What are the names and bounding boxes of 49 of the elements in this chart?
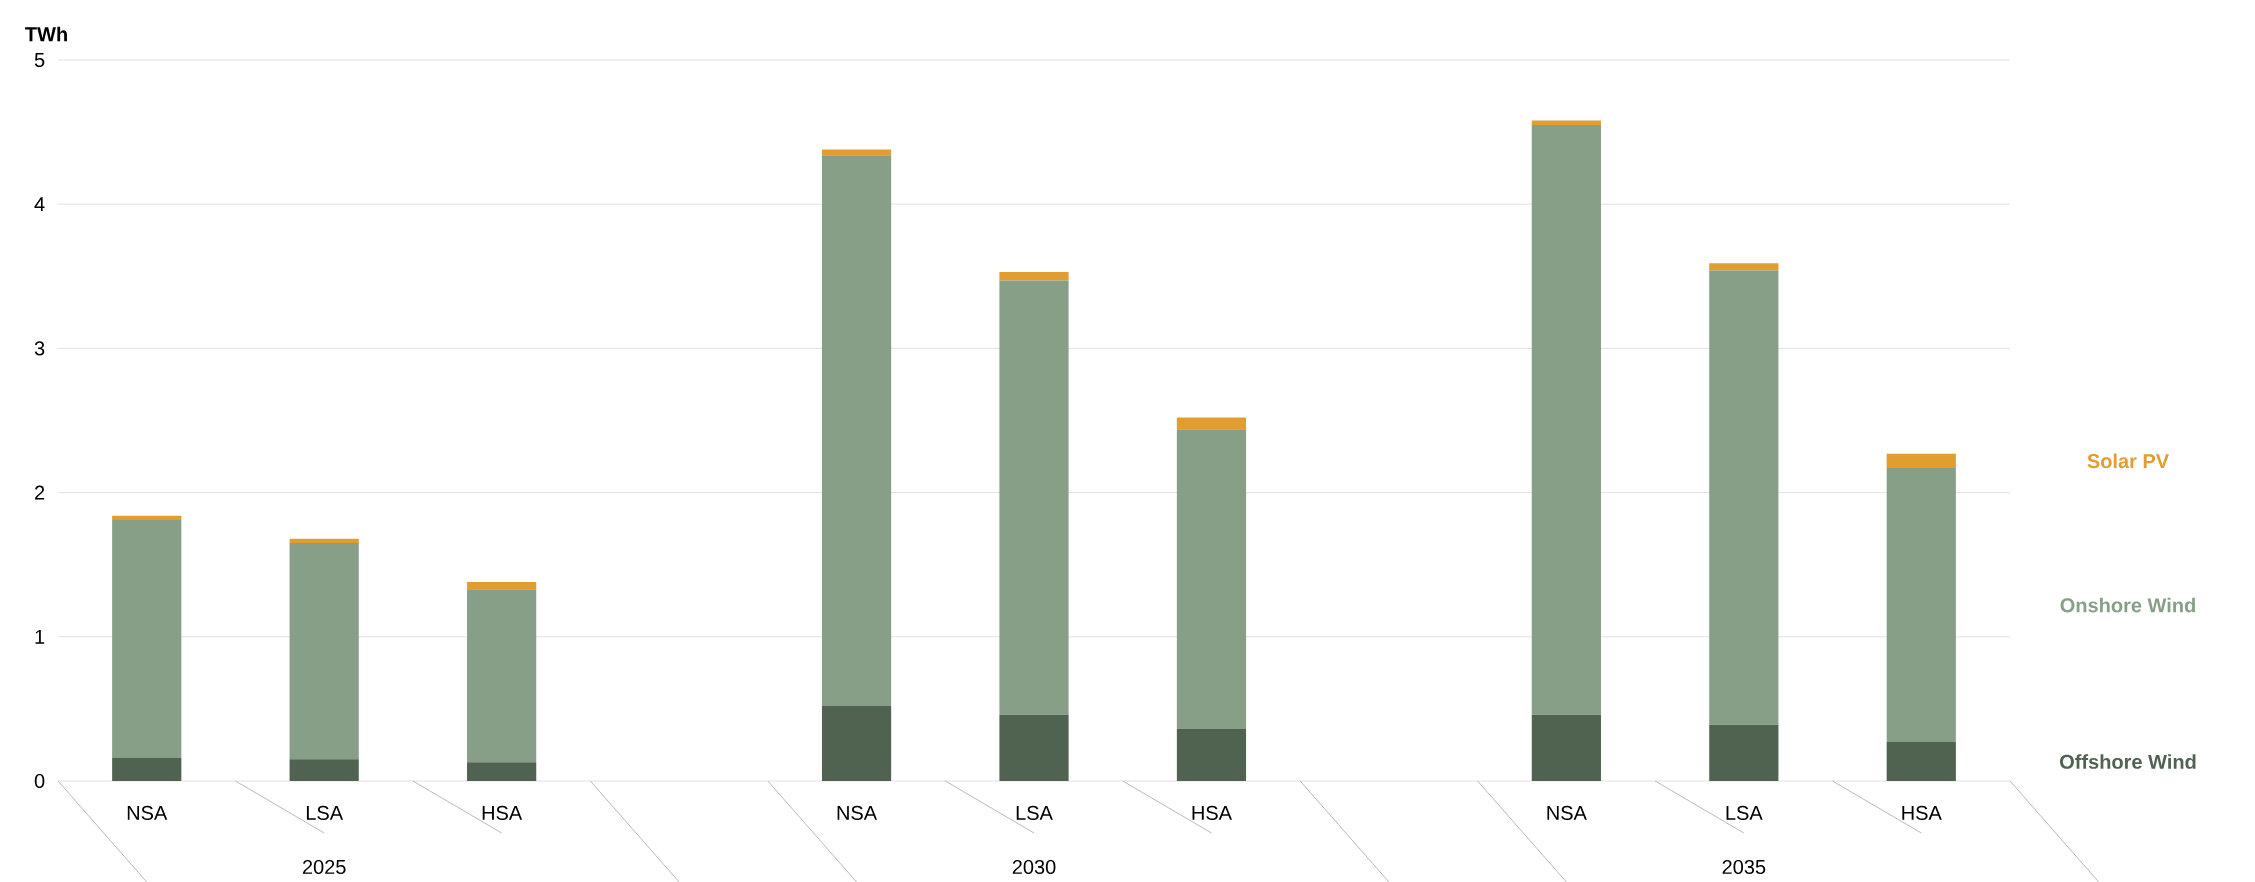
bar xyxy=(289,759,359,781)
y-tick-label: 2 xyxy=(35,485,45,500)
x-tick-label: HSA xyxy=(482,805,523,821)
bar xyxy=(1709,270,1779,725)
x-tick-label: HSA xyxy=(1902,805,1942,821)
text: Solar PV xyxy=(2087,453,2169,469)
bar xyxy=(999,271,1069,281)
y-tick-label: 0 xyxy=(34,773,45,789)
text: 2035 xyxy=(1722,859,1766,875)
x-tick-label: LSA xyxy=(1726,805,1763,821)
x-tick-label: NSA xyxy=(1547,805,1587,821)
bar xyxy=(467,762,537,781)
x-tick-label: NSA xyxy=(837,805,878,821)
y-tick-label: 5 xyxy=(34,53,45,67)
bar xyxy=(1531,120,1601,125)
bar xyxy=(1886,468,1956,743)
y-tick-label: 4 xyxy=(34,197,45,212)
bar xyxy=(1886,742,1956,781)
bar xyxy=(112,515,182,520)
text: 2025 xyxy=(302,859,346,875)
x-tick-label: LSA xyxy=(1016,805,1053,821)
bar xyxy=(999,280,1069,715)
text: Offshore Wind xyxy=(2060,754,2196,769)
bar xyxy=(1176,729,1247,781)
bar xyxy=(1886,453,1956,469)
bar xyxy=(1531,714,1601,781)
bar xyxy=(467,589,537,763)
bar xyxy=(112,757,182,781)
text: Onshore Wind xyxy=(2060,597,2195,613)
y-tick-label: 1 xyxy=(35,629,45,644)
bar xyxy=(1531,124,1601,715)
bar xyxy=(1709,724,1779,781)
bar xyxy=(1176,429,1247,730)
bar xyxy=(821,155,892,706)
text: 2030 xyxy=(1012,859,1056,875)
x-tick-label: NSA xyxy=(127,805,168,821)
x-tick-label: LSA xyxy=(306,805,344,821)
bar xyxy=(821,149,892,156)
bar xyxy=(1709,263,1779,271)
bar xyxy=(112,519,182,758)
bar xyxy=(821,706,892,781)
bar xyxy=(1176,417,1247,430)
y-tick-label: 3 xyxy=(34,341,45,356)
bar xyxy=(289,543,359,760)
bar xyxy=(289,538,359,544)
x-tick-label: HSA xyxy=(1192,805,1232,821)
bar xyxy=(467,581,537,590)
y-axis-title: TWh xyxy=(25,26,67,42)
bar xyxy=(999,714,1069,781)
